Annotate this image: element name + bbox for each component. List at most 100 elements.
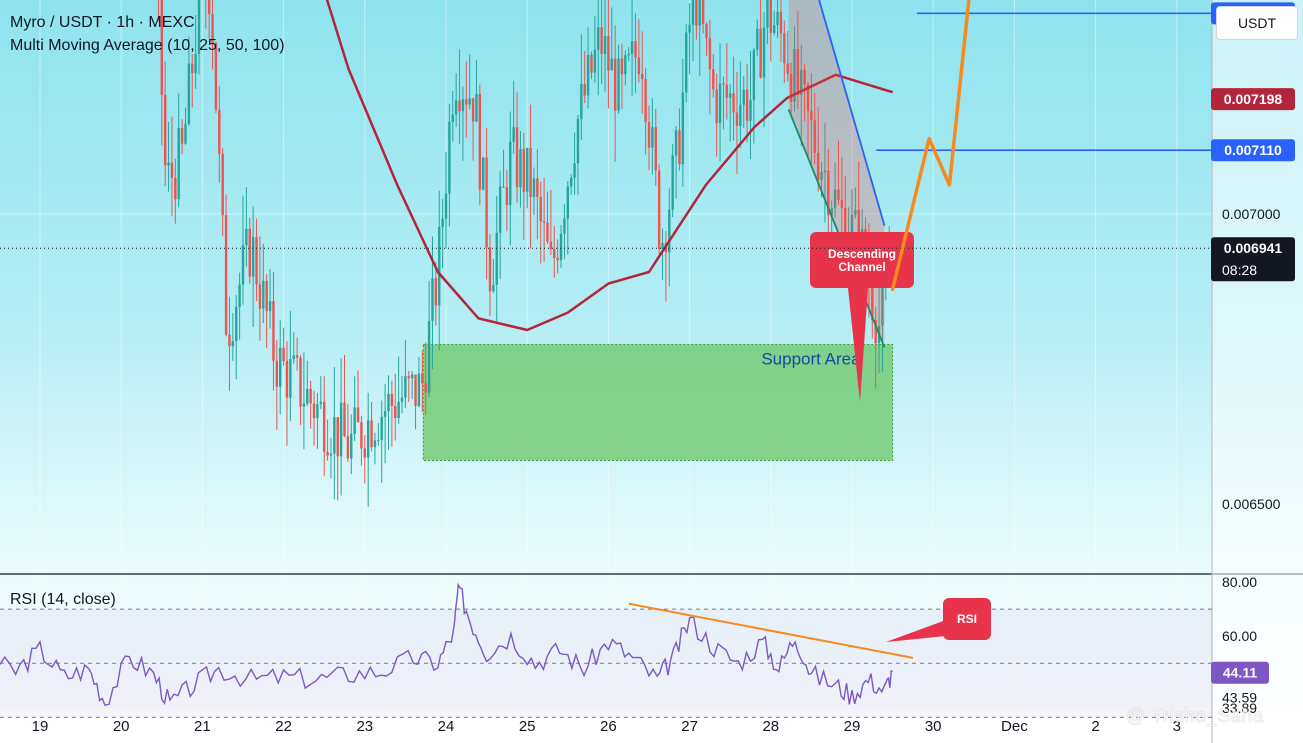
channel-callout-pointer (848, 288, 868, 402)
candle-body (333, 417, 336, 454)
candle-body (671, 155, 674, 210)
price-axis-label-bg (1211, 139, 1295, 162)
price-tick-label: 0.007000 (1222, 206, 1281, 222)
candle-body (492, 284, 495, 292)
candle-body (221, 153, 224, 216)
candle-body (346, 436, 350, 459)
candle-body (478, 94, 482, 190)
candle-body (674, 130, 678, 156)
time-axis-label: 2 (1091, 718, 1099, 735)
time-axis-label: 29 (844, 718, 861, 735)
moving-average-line (325, 0, 893, 332)
time-axis-label: 3 (1173, 718, 1181, 735)
candle-body (657, 170, 661, 249)
price-axis-bg (1212, 0, 1303, 743)
candle-body (786, 63, 789, 74)
candle-body (191, 63, 194, 74)
candle-body (779, 11, 783, 34)
candle-body (796, 49, 800, 95)
candle-body (488, 247, 492, 292)
candle-body (390, 393, 394, 406)
candle-body (407, 376, 410, 379)
candle-body (789, 73, 793, 102)
candle-body (617, 58, 620, 111)
price-axis-label-bg (1211, 237, 1295, 282)
candle-body (769, 0, 772, 33)
candle-body (451, 114, 454, 122)
candle-body (400, 397, 404, 402)
candle-body (458, 100, 461, 112)
candle-body (272, 301, 275, 361)
candle-body (485, 157, 488, 248)
candle-body (258, 284, 262, 309)
candle-body (854, 209, 857, 215)
candle-body (454, 100, 458, 115)
rsi-callout-box (943, 598, 991, 640)
candle-body (820, 172, 823, 180)
candle-body (610, 58, 613, 71)
candle-body (285, 360, 289, 398)
candle-body (685, 32, 688, 93)
candle-body (607, 36, 610, 71)
candle-body (806, 84, 810, 112)
candle-body (644, 79, 647, 122)
candle-body (383, 411, 387, 417)
candle-body (312, 403, 316, 419)
candle-body (816, 152, 820, 180)
candle-body (698, 0, 701, 26)
candle-body (624, 55, 627, 75)
candle-body (627, 53, 630, 56)
candle-body (350, 433, 353, 459)
candle-body (353, 407, 356, 434)
candle-body (323, 401, 326, 452)
candle-body (776, 11, 779, 26)
candle-body (509, 141, 512, 205)
candle-body (356, 407, 360, 423)
rsi-axis-label: 60.00 (1222, 628, 1257, 644)
candle-body (373, 440, 377, 448)
candle-body (756, 28, 759, 50)
candle-body (339, 402, 343, 457)
candle-body (207, 0, 211, 15)
candle-body (708, 37, 712, 70)
candle-body (583, 83, 586, 96)
candle-body (255, 237, 258, 285)
candle-body (495, 232, 498, 285)
candle-body (844, 207, 847, 255)
candle-body (522, 148, 526, 192)
candle-body (850, 214, 854, 244)
support-area-label: Support Area (761, 350, 861, 369)
candle-body (235, 306, 238, 342)
candle-body (613, 58, 617, 111)
candle-body (214, 42, 218, 110)
candle-body (218, 109, 221, 154)
candle-body (691, 0, 695, 25)
candle-body (299, 357, 302, 407)
candle-body (424, 383, 427, 393)
candle-body (759, 28, 762, 78)
candle-body (762, 27, 766, 78)
candle-body (336, 417, 339, 457)
candle-body (482, 157, 485, 190)
candle-body (410, 374, 414, 379)
candle-body (427, 320, 431, 393)
candle-body (434, 278, 438, 306)
candle-body (536, 178, 539, 197)
candle-body (800, 69, 803, 95)
candle-body (224, 215, 228, 335)
candle-body (871, 285, 874, 321)
candle-body (251, 237, 255, 277)
candle-body (546, 222, 549, 242)
time-axis-bg (0, 708, 1303, 743)
candle-body (573, 163, 576, 178)
candle-body (823, 170, 827, 173)
candle-body (566, 186, 569, 219)
candle-body (180, 127, 184, 144)
candle-body (292, 355, 295, 360)
candle-body (187, 63, 191, 124)
currency-button[interactable]: USDT (1216, 6, 1298, 40)
rsi-current-bg (1211, 661, 1269, 684)
time-axis-label: 24 (438, 718, 455, 735)
candle-body (668, 209, 671, 253)
